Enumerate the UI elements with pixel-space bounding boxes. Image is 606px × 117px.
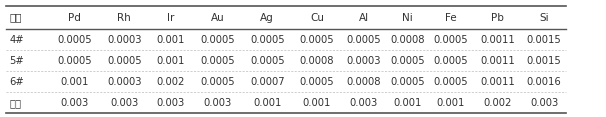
Text: 0.003: 0.003: [61, 98, 88, 108]
Text: 0.0011: 0.0011: [480, 35, 515, 45]
Text: 0.001: 0.001: [61, 77, 88, 87]
Text: Ir: Ir: [167, 13, 175, 23]
Text: 0.0005: 0.0005: [433, 35, 468, 45]
Text: 0.001: 0.001: [157, 35, 185, 45]
Text: 0.001: 0.001: [303, 98, 331, 108]
Text: 0.0003: 0.0003: [107, 35, 141, 45]
Text: 0.0005: 0.0005: [433, 77, 468, 87]
Text: 0.0005: 0.0005: [200, 77, 235, 87]
Text: 0.0005: 0.0005: [433, 56, 468, 66]
Text: 0.0005: 0.0005: [200, 35, 235, 45]
Text: 0.0015: 0.0015: [527, 35, 562, 45]
Text: 0.0003: 0.0003: [107, 77, 141, 87]
Text: 0.0005: 0.0005: [57, 56, 92, 66]
Text: Ag: Ag: [261, 13, 274, 23]
Text: 标准: 标准: [9, 98, 21, 108]
Text: 0.001: 0.001: [393, 98, 421, 108]
Text: 0.0005: 0.0005: [390, 56, 425, 66]
Text: 0.0005: 0.0005: [346, 35, 381, 45]
Text: 0.0005: 0.0005: [390, 77, 425, 87]
Text: Cu: Cu: [310, 13, 324, 23]
Text: Rh: Rh: [118, 13, 131, 23]
Text: 4#: 4#: [9, 35, 24, 45]
Text: Pd: Pd: [68, 13, 81, 23]
Text: 0.001: 0.001: [437, 98, 465, 108]
Text: 0.003: 0.003: [350, 98, 378, 108]
Text: 0.0008: 0.0008: [300, 56, 334, 66]
Text: 0.003: 0.003: [530, 98, 558, 108]
Text: 0.002: 0.002: [157, 77, 185, 87]
Text: 0.0011: 0.0011: [480, 77, 515, 87]
Text: 名称: 名称: [9, 13, 22, 23]
Text: 0.0005: 0.0005: [299, 35, 335, 45]
Text: 0.001: 0.001: [253, 98, 281, 108]
Text: 0.0005: 0.0005: [57, 35, 92, 45]
Text: 0.0003: 0.0003: [347, 56, 381, 66]
Text: Al: Al: [359, 13, 368, 23]
Text: 0.0011: 0.0011: [480, 56, 515, 66]
Text: 0.002: 0.002: [484, 98, 511, 108]
Text: 0.003: 0.003: [110, 98, 138, 108]
Text: 0.0015: 0.0015: [527, 56, 562, 66]
Text: Si: Si: [539, 13, 549, 23]
Text: 0.0008: 0.0008: [390, 35, 424, 45]
Text: 5#: 5#: [9, 56, 24, 66]
Text: Fe: Fe: [445, 13, 457, 23]
Text: 0.0007: 0.0007: [250, 77, 285, 87]
Text: 0.0008: 0.0008: [347, 77, 381, 87]
Text: 0.0005: 0.0005: [299, 77, 335, 87]
Text: 0.003: 0.003: [157, 98, 185, 108]
Text: 6#: 6#: [9, 77, 24, 87]
Text: 0.001: 0.001: [157, 56, 185, 66]
Text: 0.003: 0.003: [204, 98, 231, 108]
Text: Au: Au: [211, 13, 224, 23]
Text: 0.0016: 0.0016: [527, 77, 562, 87]
Text: 0.0005: 0.0005: [250, 35, 285, 45]
Text: Pb: Pb: [491, 13, 504, 23]
Text: 0.0005: 0.0005: [200, 56, 235, 66]
Text: 0.0005: 0.0005: [250, 56, 285, 66]
Text: 0.0005: 0.0005: [107, 56, 142, 66]
Text: Ni: Ni: [402, 13, 413, 23]
